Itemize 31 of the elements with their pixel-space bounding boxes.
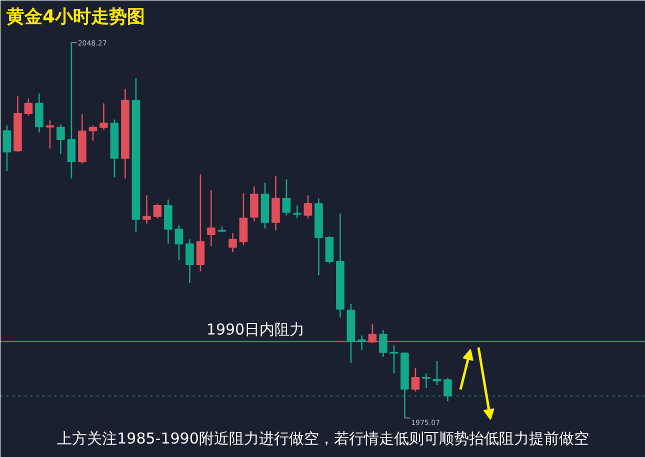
candlestick xyxy=(358,334,366,351)
candlestick xyxy=(293,204,302,219)
candlestick xyxy=(432,360,442,386)
candlestick xyxy=(411,367,420,392)
candlestick xyxy=(46,120,54,150)
candlestick xyxy=(207,189,216,247)
candlestick xyxy=(379,330,388,358)
candlestick xyxy=(422,372,430,389)
candlestick xyxy=(88,124,98,142)
candlestick xyxy=(164,198,172,244)
candlestick xyxy=(153,203,162,219)
candlestick xyxy=(228,232,237,253)
candlestick xyxy=(174,224,184,262)
candlestick xyxy=(24,98,33,116)
candlestick xyxy=(304,194,312,219)
candlestick xyxy=(239,192,248,246)
candlestick xyxy=(67,42,76,180)
candlestick xyxy=(35,92,44,133)
chart-title: 黄金4小时走势图 xyxy=(6,6,146,28)
candlestick xyxy=(444,377,452,402)
candlestick xyxy=(2,124,12,172)
candlestick xyxy=(56,124,65,155)
ref-line-label: 1990日内阻力 xyxy=(206,320,305,338)
candlestick xyxy=(196,174,205,272)
candlestick xyxy=(282,178,291,216)
candlestick xyxy=(100,102,108,130)
text: 上方关注1985-1990附近阻力进行做空，若行情走低则可顺势抬低阻力提前做空 xyxy=(57,430,589,448)
candlestick xyxy=(250,186,258,222)
candlestick xyxy=(186,238,194,284)
candlestick xyxy=(142,194,151,224)
candlestick xyxy=(368,324,377,344)
